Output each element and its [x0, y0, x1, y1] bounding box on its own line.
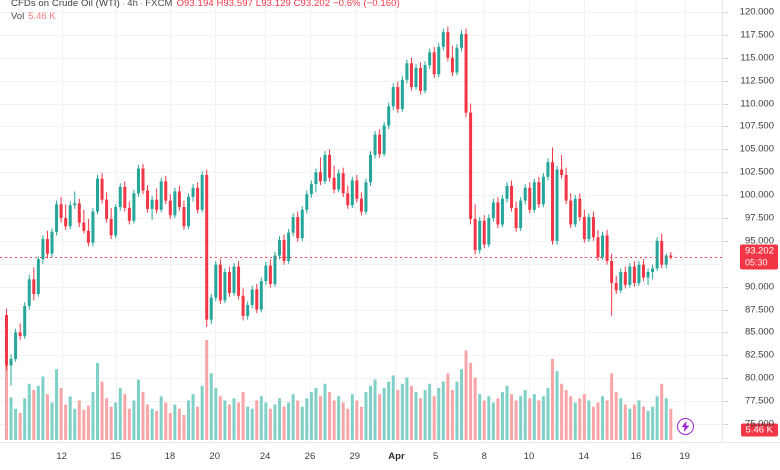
price-tick-label: 120.000	[739, 6, 774, 18]
price-tick-label: 112.500	[740, 75, 774, 87]
price-tick-label: 102.500	[739, 166, 774, 178]
price-tick-label: 110.000	[740, 98, 774, 110]
time-tick-label: 24	[259, 451, 271, 462]
time-tick-label: 16	[630, 451, 642, 462]
time-tick-label: 10	[523, 451, 535, 462]
price-tick-mark	[723, 287, 728, 288]
current-price-badge[interactable]: 93.202 05:30	[739, 244, 778, 270]
lightning-bolt-icon[interactable]	[676, 418, 694, 435]
price-tick-label: 105.000	[739, 143, 774, 155]
time-tick-label: 19	[679, 451, 690, 462]
price-scale[interactable]: 93.202 05:30 5.46 K 120.000 117.500 115.00…	[722, 0, 780, 442]
price-tick-label: 75.000	[744, 418, 774, 430]
time-tick-label: 14	[578, 451, 590, 462]
price-tick-mark	[723, 424, 728, 425]
price-tick-mark	[723, 104, 728, 105]
lightning-bolt-glyph	[681, 421, 690, 432]
price-tick-mark	[723, 401, 728, 402]
plot-area[interactable]	[0, 0, 722, 442]
current-price-time: 05:30	[744, 257, 768, 268]
price-tick-label: 82.500	[744, 349, 774, 361]
price-tick-mark	[723, 378, 728, 379]
time-tick-label: 5	[433, 451, 439, 462]
time-scale[interactable]: 12 15 18 20 24 26 29 Apr 5 8 10 14 16 19	[0, 442, 780, 470]
volume-badge[interactable]: 5.46 K	[740, 423, 778, 437]
price-tick-label: 90.000	[744, 281, 774, 293]
time-tick-label: 26	[304, 451, 316, 462]
price-line-overlay	[0, 257, 722, 258]
price-tick-label: 87.500	[744, 304, 774, 316]
current-price-value: 93.202	[744, 245, 774, 257]
price-tick-mark	[723, 172, 728, 173]
price-tick-label: 100.000	[739, 189, 774, 201]
volume-badge-value: 5.46 K	[745, 424, 773, 436]
price-tick-mark	[723, 310, 728, 311]
time-tick-label: 20	[209, 451, 221, 462]
candlestick-series	[5, 26, 673, 441]
time-tick-label: 15	[110, 451, 122, 462]
time-tick-label: Apr	[388, 451, 405, 462]
price-tick-label: 115.000	[740, 52, 774, 64]
price-tick-label: 85.000	[744, 326, 774, 338]
price-tick-label: 97.500	[744, 212, 774, 224]
time-tick-label: 29	[349, 451, 361, 462]
price-tick-mark	[723, 81, 728, 82]
price-tick-mark	[723, 149, 728, 150]
price-tick-label: 80.000	[744, 372, 774, 384]
price-tick-mark	[723, 195, 728, 196]
time-tick-label: 18	[164, 451, 176, 462]
price-tick-label: 107.500	[739, 120, 774, 132]
price-tick-label: 95.000	[744, 235, 774, 247]
price-tick-mark	[723, 58, 728, 59]
price-tick-mark	[723, 332, 728, 333]
price-tick-mark	[723, 218, 728, 219]
grid-layer	[0, 0, 722, 442]
price-tick-mark	[723, 126, 728, 127]
time-tick-label: 12	[56, 451, 67, 462]
price-tick-label: 117.500	[740, 29, 774, 41]
price-tick-mark	[723, 241, 728, 242]
time-tick-label: 8	[481, 451, 487, 462]
price-tick-mark	[723, 355, 728, 356]
price-tick-mark	[723, 12, 728, 13]
price-tick-mark	[723, 35, 728, 36]
price-tick-label: 77.500	[744, 395, 774, 407]
